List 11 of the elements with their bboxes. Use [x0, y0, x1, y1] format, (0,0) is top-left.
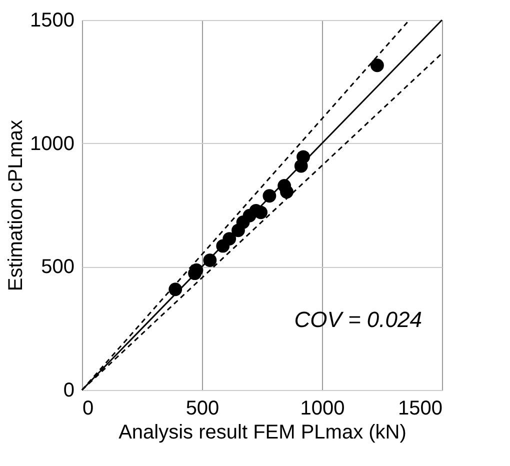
- x-tick-label: 1500: [398, 398, 442, 420]
- annotation: COV = 0.024: [294, 307, 422, 332]
- y-tick-label: 1000: [30, 132, 74, 155]
- x-tick-label: 0: [82, 398, 94, 420]
- y-tick-label: 1500: [30, 10, 74, 32]
- y-tick-label: 500: [41, 256, 74, 278]
- x-axis-title: Analysis result FEM PLmax (kN): [118, 422, 406, 444]
- x-tick-label: 500: [186, 398, 220, 420]
- x-tick-label: 1000: [300, 398, 345, 420]
- y-tick-label: 0: [63, 380, 74, 402]
- y-axis-title: Estimation cPLmax: [5, 120, 28, 292]
